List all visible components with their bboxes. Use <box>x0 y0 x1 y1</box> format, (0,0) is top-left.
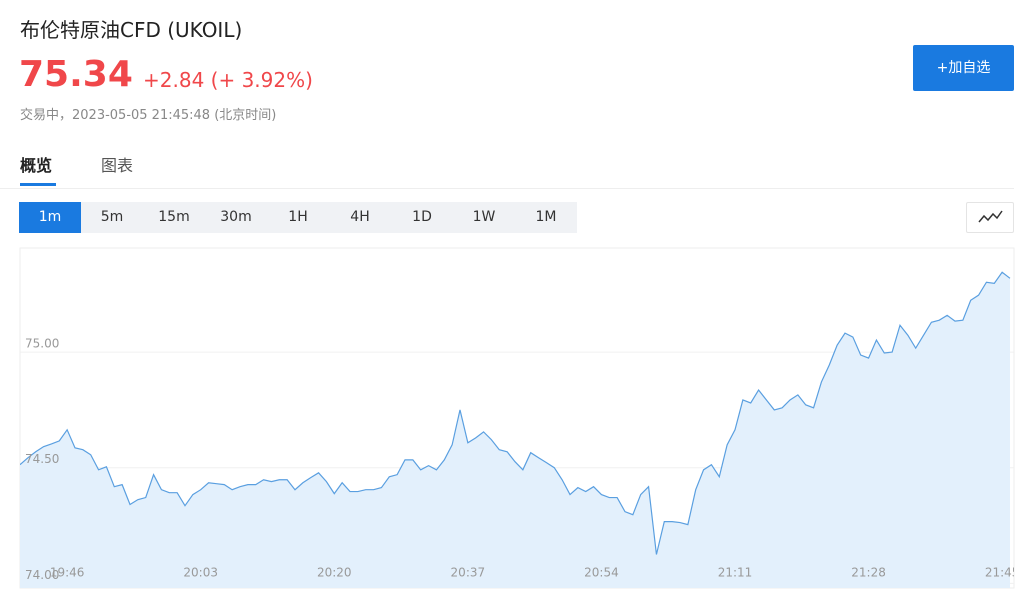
chart-style-button[interactable] <box>966 202 1014 233</box>
period-button[interactable]: 1H <box>288 209 308 225</box>
instrument-title: 布伦特原油CFD (UKOIL) <box>20 18 243 42</box>
period-button[interactable]: 5m <box>100 209 124 225</box>
x-tick-label: 21:11 <box>718 566 753 580</box>
x-tick-label: 19:46 <box>50 566 85 580</box>
y-tick-label: 75.00 <box>25 337 59 351</box>
price-change: +2.84 (+ 3.92%) <box>143 68 313 92</box>
period-button[interactable]: 1W <box>472 209 496 225</box>
period-bar: 1m 5m 15m 30m 1H 4H 1D 1W 1M <box>19 202 577 233</box>
period-button[interactable]: 1M <box>535 209 557 225</box>
plot-area: W华尔街见闻75.0074.5074.0019:4620:0320:2020:3… <box>20 271 1020 588</box>
period-button[interactable]: 4H <box>350 209 370 225</box>
period-button[interactable]: 1m <box>19 202 81 233</box>
period-button[interactable]: 30m <box>220 209 252 225</box>
line-icon <box>978 210 1003 223</box>
x-tick-label: 21:45 <box>985 566 1020 580</box>
tab-overview[interactable]: 概览 <box>20 156 53 175</box>
last-price: 75.34 <box>19 54 133 95</box>
period-button[interactable]: 1D <box>412 209 432 225</box>
x-tick-label: 20:37 <box>451 566 486 580</box>
tab-underline <box>20 183 56 186</box>
y-tick-label: 74.50 <box>25 452 59 466</box>
x-tick-label: 21:28 <box>851 566 886 580</box>
price-line <box>20 271 1011 555</box>
period-button[interactable]: 15m <box>158 209 190 225</box>
y-tick-label: 74.00 <box>25 568 59 582</box>
price-area <box>20 272 1010 588</box>
tab-divider <box>0 188 1014 189</box>
x-tick-label: 20:20 <box>317 566 352 580</box>
x-tick-label: 20:54 <box>584 566 619 580</box>
x-tick-label: 20:03 <box>183 566 218 580</box>
add-watchlist-button[interactable]: +加自选 <box>913 45 1014 91</box>
trade-status: 交易中，2023-05-05 21:45:48 (北京时间) <box>20 108 277 123</box>
tab-chart[interactable]: 图表 <box>101 156 134 175</box>
